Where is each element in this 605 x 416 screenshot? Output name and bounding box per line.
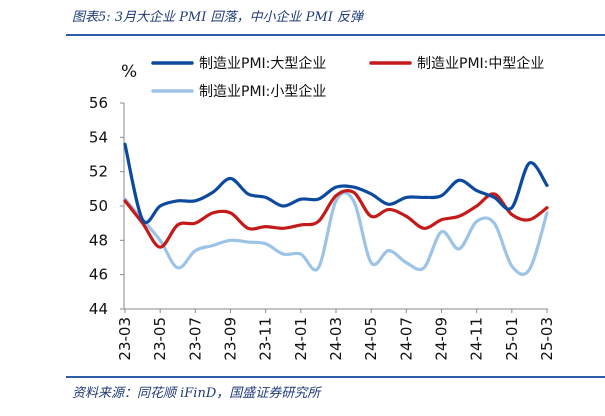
legend-label: 制造业PMI:大型企业 xyxy=(199,55,326,72)
x-tick-label: 24-03 xyxy=(327,317,345,361)
y-axis-unit-label: % xyxy=(121,62,138,82)
x-tick-label: 23-03 xyxy=(116,317,134,361)
x-tick-label: 24-07 xyxy=(397,317,415,361)
x-tick-label: 24-01 xyxy=(292,317,310,361)
y-tick-label: 44 xyxy=(89,300,108,318)
x-tick-label: 25-03 xyxy=(538,317,556,361)
source-divider xyxy=(66,376,605,378)
title-divider xyxy=(66,34,605,36)
y-tick-label: 46 xyxy=(89,266,108,284)
y-tick-label: 50 xyxy=(89,197,108,215)
x-tick-label: 23-05 xyxy=(151,317,169,361)
x-tick-label: 24-11 xyxy=(468,317,486,361)
series-line-1 xyxy=(123,188,549,249)
y-tick-label: 48 xyxy=(89,231,108,249)
x-tick-label: 23-11 xyxy=(257,317,275,361)
x-tick-label: 23-07 xyxy=(186,317,204,361)
legend-label: 制造业PMI:小型企业 xyxy=(199,83,326,100)
x-tick-label: 24-09 xyxy=(433,317,451,361)
series-line-0 xyxy=(123,142,549,224)
series-line-2 xyxy=(123,191,549,276)
figure-title: 图表5: 3月大企业 PMI 回落，中小企业 PMI 反弹 xyxy=(72,10,363,25)
source-note: 资料来源：同花顺 iFinD，国盛证券研究所 xyxy=(72,386,321,401)
y-tick-label: 56 xyxy=(89,94,108,112)
legend-label: 制造业PMI:中型企业 xyxy=(417,55,544,72)
x-tick-label: 25-01 xyxy=(503,317,521,361)
x-tick-label: 24-05 xyxy=(362,317,380,361)
x-tick-label: 23-09 xyxy=(222,317,240,361)
y-tick-label: 52 xyxy=(89,163,108,181)
y-tick-label: 54 xyxy=(89,128,108,146)
